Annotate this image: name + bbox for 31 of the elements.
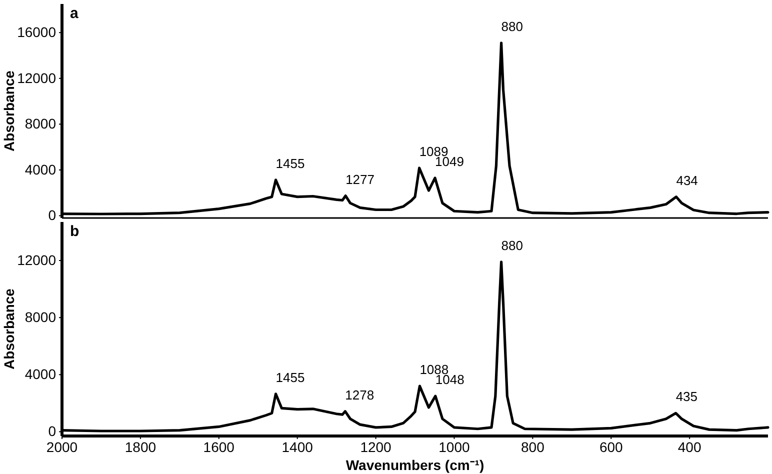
y-tick-label: 12000 — [17, 70, 56, 86]
x-axis-title: Wavenumbers (cm⁻¹) — [346, 457, 484, 473]
y-tick-label: 12000 — [17, 252, 56, 268]
chart-title: b — [70, 223, 80, 240]
x-tick-label: 600 — [599, 438, 624, 455]
x-tick-label: 400 — [678, 438, 702, 455]
annotation: 1455 — [276, 156, 305, 171]
x-tick-label: 1000 — [438, 438, 470, 455]
annotation: 435 — [676, 389, 698, 404]
x-tick-label: 1800 — [124, 438, 156, 455]
y-tick-label: 8000 — [24, 116, 56, 132]
x-tick-label: 800 — [520, 438, 545, 455]
chart-title: a — [70, 5, 79, 22]
x-tick-label: 1200 — [360, 438, 392, 455]
annotation: 880 — [501, 18, 523, 34]
annotation: 1455 — [276, 370, 305, 385]
y-axis-title: Absorbance — [1, 288, 17, 370]
annotation: 880 — [501, 238, 523, 253]
x-tick-label: 1400 — [282, 438, 314, 455]
annotation: 1277 — [346, 172, 374, 187]
y-tick-label: 16000 — [17, 24, 56, 40]
annotation: 434 — [676, 172, 698, 188]
x-tick-label: 1600 — [203, 438, 235, 455]
y-tick-label: 0 — [48, 207, 56, 224]
y-tick-label: 0 — [48, 423, 56, 440]
y-axis-title: Absorbance — [1, 70, 17, 152]
y-tick-label: 8000 — [24, 309, 56, 326]
annotation: 1278 — [345, 387, 374, 402]
y-tick-label: 4000 — [24, 161, 56, 178]
x-tick-label: 2000 — [46, 438, 78, 455]
y-tick-label: 4000 — [24, 366, 56, 382]
